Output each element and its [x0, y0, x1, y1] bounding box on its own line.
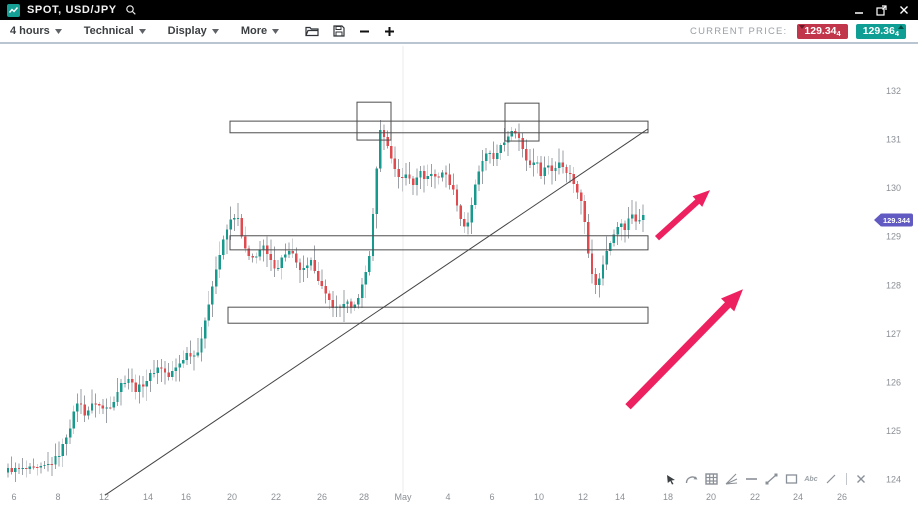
svg-text:14: 14	[143, 492, 153, 502]
sell-price-badge[interactable]: 129.34 4	[797, 23, 848, 39]
svg-text:128: 128	[886, 280, 901, 290]
search-icon[interactable]	[125, 4, 137, 16]
candlesticks	[6, 119, 645, 482]
minimize-icon[interactable]	[854, 5, 864, 15]
zoom-in-icon[interactable]	[384, 26, 395, 37]
svg-text:18: 18	[663, 492, 673, 502]
save-icon[interactable]	[333, 25, 345, 37]
chevron-down-icon	[272, 28, 280, 34]
curved-arrow-tool-icon[interactable]	[684, 472, 698, 486]
svg-text:6: 6	[489, 492, 494, 502]
svg-text:6: 6	[11, 492, 16, 502]
chevron-down-icon	[138, 28, 146, 34]
window-titlebar: SPOT, USD/JPY	[0, 0, 918, 20]
support-resistance-rectangles	[227, 101, 649, 324]
chart-toolbar: 4 hours Technical Display More CURRENT P…	[0, 20, 918, 44]
text-tool-icon[interactable]: Abc	[804, 475, 818, 483]
y-axis-labels: 132 131 130 129 128 127 126 125 124	[886, 86, 901, 485]
svg-text:129: 129	[886, 232, 901, 242]
price-value: 129.34	[804, 25, 837, 37]
window-controls	[854, 4, 911, 16]
bullish-arrow-annotations	[625, 190, 743, 410]
price-pip-digit: 4	[894, 28, 899, 38]
svg-text:124: 124	[886, 475, 901, 485]
toolbar-actions	[305, 25, 395, 37]
more-menu-label: More	[240, 25, 268, 37]
app-logo-icon	[7, 3, 20, 17]
popout-icon[interactable]	[876, 4, 887, 16]
more-menu[interactable]: More	[240, 25, 280, 37]
ascending-trendline	[104, 128, 649, 496]
display-menu[interactable]: Display	[168, 25, 219, 37]
drawing-tools-strip: Abc	[664, 472, 868, 486]
current-price-label: CURRENT PRICE:	[690, 25, 788, 37]
svg-text:8: 8	[55, 492, 60, 502]
svg-text:26: 26	[837, 492, 847, 502]
current-price-tag: 129.344	[874, 213, 913, 227]
x-axis-labels: 6 8 12 14 16 20 22 26 28 May 4 6 10 12 14 18 20 22 24 26	[11, 492, 847, 502]
zoom-out-icon[interactable]	[359, 26, 370, 37]
technical-menu[interactable]: Technical	[84, 25, 146, 37]
svg-text:22: 22	[750, 492, 760, 502]
separator	[844, 472, 848, 486]
svg-text:14: 14	[615, 492, 625, 502]
svg-text:127: 127	[886, 329, 901, 339]
price-value: 129.36	[862, 25, 895, 37]
svg-text:126: 126	[886, 377, 901, 387]
svg-text:125: 125	[886, 426, 901, 436]
price-pip-digit: 4	[836, 28, 841, 38]
svg-text:20: 20	[227, 492, 237, 502]
svg-text:131: 131	[886, 135, 901, 145]
svg-text:132: 132	[886, 86, 901, 96]
timeframe-menu-label: 4 hours	[10, 25, 50, 37]
horizontal-line-tool-icon[interactable]	[744, 472, 758, 486]
pointer-tool-icon[interactable]	[664, 472, 678, 486]
svg-text:129.344: 129.344	[883, 216, 911, 225]
svg-text:10: 10	[534, 492, 544, 502]
technical-menu-label: Technical	[83, 25, 134, 37]
price-chart-canvas[interactable]: 6 8 12 14 16 20 22 26 28 May 4 6 10 12 14 18 20 22 24 26 132…	[0, 44, 918, 511]
svg-text:20: 20	[706, 492, 716, 502]
buy-price-badge[interactable]: 129.36 4	[855, 23, 906, 39]
timeframe-menu[interactable]: 4 hours	[10, 25, 62, 37]
svg-text:4: 4	[445, 492, 450, 502]
chevron-down-icon	[211, 28, 219, 34]
rectangle-tool-icon[interactable]	[784, 472, 798, 486]
close-tool-icon[interactable]	[854, 472, 868, 486]
svg-text:22: 22	[271, 492, 281, 502]
svg-text:28: 28	[359, 492, 369, 502]
svg-text:24: 24	[793, 492, 803, 502]
svg-text:16: 16	[181, 492, 191, 502]
display-menu-label: Display	[167, 25, 207, 37]
trend-line-tool-icon[interactable]	[764, 472, 778, 486]
svg-text:May: May	[394, 492, 412, 502]
chart-area[interactable]: 6 8 12 14 16 20 22 26 28 May 4 6 10 12 14 18 20 22 24 26 132…	[0, 44, 918, 511]
close-icon[interactable]	[899, 5, 909, 15]
grid-tool-icon[interactable]	[704, 472, 718, 486]
svg-text:26: 26	[317, 492, 327, 502]
svg-text:12: 12	[578, 492, 588, 502]
symbol-title: SPOT, USD/JPY	[27, 4, 117, 16]
open-folder-icon[interactable]	[305, 25, 319, 37]
diagonal-line-tool-icon[interactable]	[824, 472, 838, 486]
chevron-down-icon	[54, 28, 62, 34]
svg-text:12: 12	[99, 492, 109, 502]
svg-text:130: 130	[886, 183, 901, 193]
angle-lines-tool-icon[interactable]	[724, 472, 738, 486]
current-price-area: CURRENT PRICE: 129.34 4 129.36 4	[690, 23, 908, 39]
